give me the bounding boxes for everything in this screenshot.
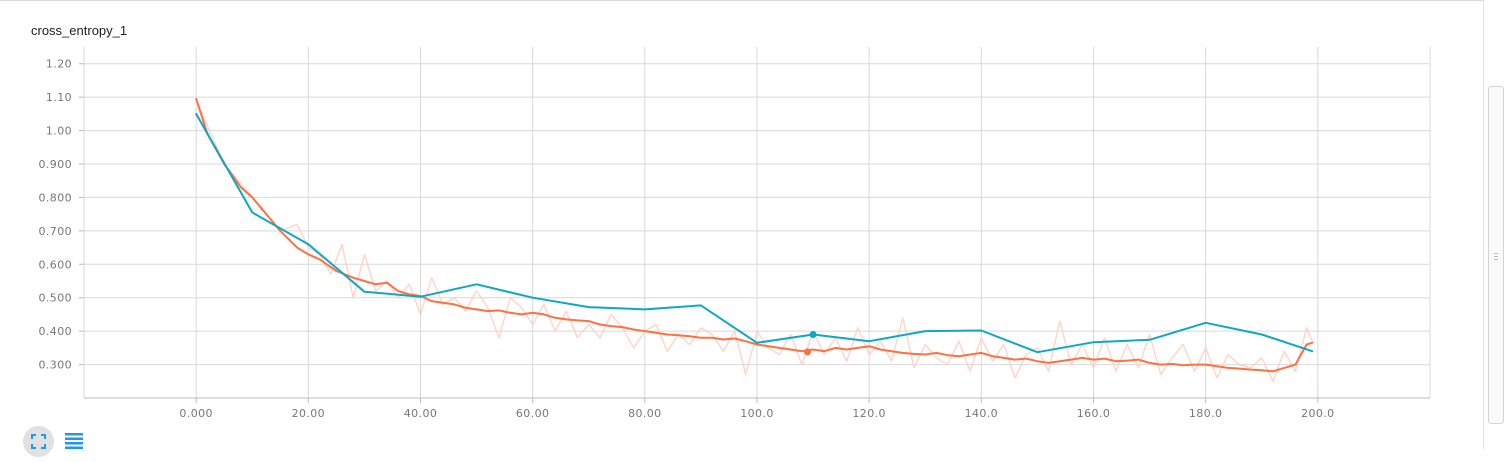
y-tick-label: 0.800 [39,191,73,204]
y-tick-label: 1.20 [46,58,72,71]
x-tick-label: 180.0 [1189,407,1223,420]
y-tick-label: 1.10 [46,91,72,104]
y-tick-label: 0.600 [39,258,73,271]
y-tick-label: 0.500 [39,292,73,305]
series-line-validation [195,112,1314,354]
y-tick-label: 0.900 [39,158,73,171]
x-tick-label: 200.0 [1301,407,1335,420]
x-tick-label: 40.00 [404,407,438,420]
line-chart[interactable]: 0.300 0.400 0.500 0.600 0.700 0.800 0.900 1.00 1… [0,0,1460,420]
fit-to-domain-icon [31,434,46,449]
y-tick-label: 0.300 [39,359,73,372]
x-tick-label: 100.0 [740,407,774,420]
x-tick-label: 160.0 [1077,407,1111,420]
x-tick-label: 0.000 [179,407,213,420]
chart-grid [84,47,1430,398]
series-line-smoothed [195,97,1314,373]
chart-series [195,97,1314,383]
x-tick-label: 60.00 [516,407,550,420]
data-list-button[interactable] [65,433,83,449]
y-tick-label: 0.400 [39,325,73,338]
chart-title: cross_entropy_1 [31,23,128,38]
x-tick-label: 20.00 [292,407,326,420]
chart-axes [79,47,1431,403]
scrollbar-thumb[interactable] [1488,86,1504,424]
y-tick-label: 1.00 [46,125,72,138]
data-list-icon [65,433,83,449]
chart-tick-labels: 0.300 0.400 0.500 0.600 0.700 0.800 0.900 1.00 1… [39,58,1335,420]
chart-card: cross_entropy_1 [0,0,1484,449]
highlight-point-validation [809,330,817,338]
highlight-point-smoothed [803,348,811,356]
x-tick-label: 80.00 [628,407,662,420]
y-tick-label: 0.700 [39,225,73,238]
x-tick-label: 120.0 [852,407,886,420]
x-tick-label: 140.0 [965,407,999,420]
series-line-raw [195,99,1313,383]
fit-domain-button[interactable] [23,426,54,457]
